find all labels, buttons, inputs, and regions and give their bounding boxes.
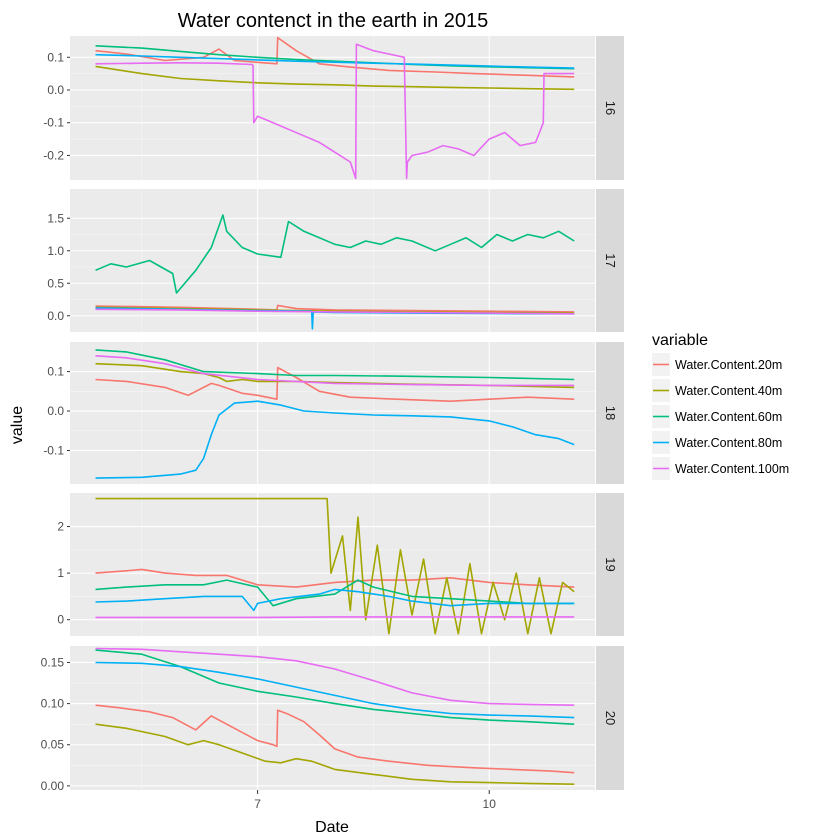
legend-item: Water.Content.40m <box>652 379 782 402</box>
series-line-water-content-100m <box>95 355 575 387</box>
panel-background <box>70 493 595 636</box>
y-tick-label: 1.5 <box>47 211 64 225</box>
y-tick-label: 1.0 <box>47 244 64 258</box>
legend: variable Water.Content.20m Water.Content.… <box>652 332 789 480</box>
y-tick-label: -0.1 <box>43 116 64 130</box>
series-line-water-content-20m <box>95 36 575 78</box>
facet-strip-label: 18 <box>603 406 618 420</box>
series-line-water-content-40m <box>95 723 575 785</box>
series-line-water-content-80m <box>95 661 575 719</box>
facet-strip <box>596 493 624 636</box>
legend-item: Water.Content.60m <box>652 405 782 428</box>
facet-strip <box>596 36 624 180</box>
y-tick-label: 0.10 <box>41 697 65 711</box>
y-tick-label: 0.0 <box>47 83 64 97</box>
facet-strip-label: 19 <box>603 557 618 571</box>
series-line-water-content-60m <box>95 214 575 294</box>
facet-strip-label: 16 <box>603 101 618 115</box>
facet-panel-17: 0.0 0.5 1.0 1.5 17 <box>47 189 624 332</box>
y-tick-label: 1 <box>57 566 64 580</box>
series-line-water-content-80m <box>95 400 575 479</box>
y-tick-label: 0.1 <box>47 50 64 64</box>
legend-item: Water.Content.100m <box>652 457 789 480</box>
series-line-water-content-100m <box>95 308 575 315</box>
series-line-water-content-40m <box>95 497 575 635</box>
facet-strip <box>596 342 624 484</box>
series-line-water-content-100m <box>95 43 575 180</box>
legend-label: Water.Content.100m <box>675 462 789 476</box>
facet-strip <box>596 646 624 790</box>
facet-panel-16: -0.2 -0.1 0.0 0.1 16 <box>43 36 624 180</box>
series-line-water-content-20m <box>95 366 575 403</box>
legend-item: Water.Content.20m <box>652 353 782 376</box>
facet-panel-20: 0.00 0.05 0.10 0.15 20 <box>41 646 624 793</box>
legend-label: Water.Content.80m <box>675 436 782 450</box>
y-tick-label: 0.00 <box>41 779 65 793</box>
series-line-water-content-20m <box>95 568 575 588</box>
x-tick-label: 10 <box>483 797 497 811</box>
legend-label: Water.Content.20m <box>675 358 782 372</box>
series-line-water-content-20m <box>95 704 575 774</box>
legend-label: Water.Content.40m <box>675 384 782 398</box>
y-tick-label: 0.1 <box>47 365 64 379</box>
legend-title: variable <box>652 332 708 349</box>
facet-panel-18: -0.1 0.0 0.1 18 <box>43 342 624 484</box>
legend-label: Water.Content.60m <box>675 410 782 424</box>
facet-panel-19: 0 1 2 19 <box>57 493 624 636</box>
facet-panels: -0.2 -0.1 0.0 0.1 16 0.0 0.5 1.0 1.5 17 -0.1 0.0 0.1… <box>41 36 624 793</box>
y-tick-label: 0.0 <box>47 404 64 418</box>
series-line-water-content-20m <box>95 304 575 313</box>
series-line-water-content-60m <box>95 579 575 607</box>
facet-strip-label: 17 <box>603 253 618 267</box>
x-axis: 7 10 <box>254 790 496 811</box>
panel-background <box>70 646 595 790</box>
y-tick-label: 2 <box>57 520 64 534</box>
legend-item: Water.Content.80m <box>652 431 782 454</box>
y-tick-label: 0.15 <box>41 655 65 669</box>
x-axis-title: Date <box>315 819 349 836</box>
series-line-water-content-80m <box>95 53 575 69</box>
y-tick-label: -0.1 <box>43 443 64 457</box>
x-tick-label: 7 <box>254 797 261 811</box>
series-line-water-content-100m <box>95 647 575 706</box>
series-line-water-content-60m <box>95 349 575 381</box>
facet-strip <box>596 189 624 332</box>
y-axis-title: value <box>9 406 26 444</box>
y-tick-label: 0.05 <box>41 738 65 752</box>
y-tick-label: 0 <box>57 613 64 627</box>
y-tick-label: 0.0 <box>47 309 64 323</box>
chart-title: Water contenct in the earth in 2015 <box>178 10 489 32</box>
y-tick-label: -0.2 <box>43 148 64 162</box>
y-tick-label: 0.5 <box>47 276 64 290</box>
facet-strip-label: 20 <box>603 711 618 725</box>
series-line-water-content-100m <box>95 616 575 619</box>
series-line-water-content-80m <box>95 588 575 612</box>
series-line-water-content-40m <box>95 65 575 91</box>
